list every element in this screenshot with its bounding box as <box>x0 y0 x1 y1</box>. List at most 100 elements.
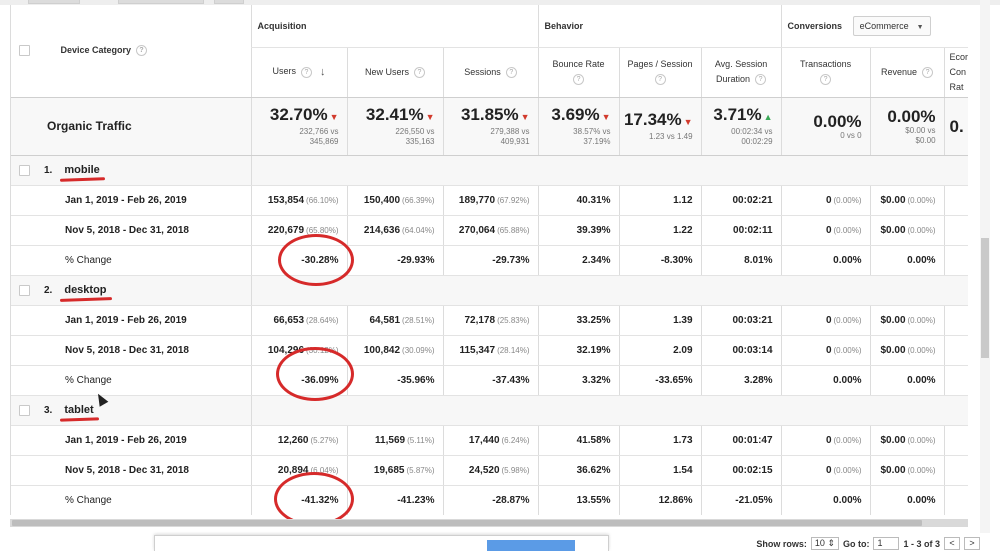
group-number: 3. <box>44 405 53 416</box>
horizontal-scrollbar[interactable] <box>10 519 968 527</box>
cell-value: 0 <box>825 434 832 446</box>
top-tab[interactable] <box>118 0 204 4</box>
group-link-desktop[interactable]: desktop <box>60 284 113 302</box>
cell-transactions: 0 (0.00%) <box>780 455 871 486</box>
cell-pct: (65.80%) <box>306 225 339 235</box>
cell-pct: (6.04%) <box>310 465 339 475</box>
column-transactions[interactable]: Transactions? <box>780 47 871 98</box>
help-icon[interactable]: ? <box>505 66 517 78</box>
cell-new-users: 11,569 (5.11%) <box>346 425 443 456</box>
top-tab[interactable] <box>214 0 244 4</box>
scrollbar-thumb[interactable] <box>12 520 922 526</box>
group-link-mobile[interactable]: mobile <box>60 164 106 182</box>
prev-page-button[interactable]: < <box>944 537 960 550</box>
conversions-select[interactable]: eCommerce ▼ <box>852 15 931 36</box>
row-label: Jan 1, 2019 - Feb 26, 2019 <box>11 305 251 336</box>
column-new-users-label: New Users <box>364 66 409 77</box>
cell-value: 0 <box>825 344 832 356</box>
next-page-button[interactable]: > <box>964 537 980 550</box>
column-pages-session-label: Pages / Session <box>627 59 693 69</box>
cell-sessions: -37.43% <box>442 365 539 396</box>
cell-value: 0 <box>825 314 832 326</box>
column-avg-session-label-2: Duration <box>716 74 751 84</box>
column-new-users[interactable]: New Users? <box>346 47 443 98</box>
group-link-tablet[interactable]: tablet <box>60 404 100 422</box>
show-rows-select[interactable]: 10 ⇕ <box>810 537 839 550</box>
table-row: Nov 5, 2018 - Dec 31, 2018 20,894 (6.04%)… <box>11 455 968 486</box>
help-icon[interactable]: ? <box>922 66 934 78</box>
column-sessions[interactable]: Sessions? <box>442 47 539 98</box>
summary-compare: 335,163 <box>405 137 435 146</box>
column-bounce-rate[interactable]: Bounce Rate? <box>537 47 620 98</box>
column-ecommerce-conv[interactable]: Ecor Con Rat <box>943 47 968 98</box>
cell-bounce: 2.34% <box>537 245 620 276</box>
cell-pct: (30.12%) <box>306 345 339 355</box>
group-row-tablet[interactable]: 3. tablet <box>11 395 968 426</box>
table-row: Jan 1, 2019 - Feb 26, 2019 153,854 (66.10… <box>11 185 968 216</box>
column-revenue[interactable]: Revenue? <box>869 47 945 98</box>
group-row-mobile[interactable]: 1. mobile <box>11 155 968 186</box>
summary-compare: $0.00 vs <box>905 125 936 135</box>
sort-down-icon[interactable]: ↓ <box>320 65 326 78</box>
group-row-desktop[interactable]: 2. desktop <box>11 275 968 306</box>
cell-bounce: 41.58% <box>537 425 620 456</box>
cell-new-users: 64,581 (28.51%) <box>346 305 443 336</box>
cell-value: 0 <box>825 194 832 206</box>
column-ecom-label-2: Con <box>949 66 967 77</box>
down-arrow-icon: ▼ <box>329 112 339 122</box>
cell-new-users: -41.23% <box>346 485 443 515</box>
up-arrow-icon: ▲ <box>763 112 773 122</box>
summary-ecom: 0. <box>943 97 968 156</box>
column-users[interactable]: Users? ↓ <box>250 47 347 98</box>
cell-users: 66,653 (28.64%) <box>250 305 347 336</box>
cell-ecom <box>943 245 968 276</box>
row-label: Nov 5, 2018 - Dec 31, 2018 <box>11 335 251 366</box>
cell-value: 214,636 <box>363 224 401 236</box>
help-icon[interactable]: ? <box>136 45 148 57</box>
select-all-checkbox[interactable] <box>19 45 30 57</box>
pagination: Show rows: 10 ⇕ Go to: 1 1 - 3 of 3 < > <box>756 536 980 551</box>
cell-ecom <box>943 455 968 486</box>
summary-compare: 345,869 <box>309 137 339 146</box>
cell-bounce: 39.39% <box>537 215 620 246</box>
panel-button[interactable] <box>487 540 575 551</box>
cell-pct: (0.00%) <box>907 315 936 325</box>
table-row-change: % Change -41.32% -41.23% -28.87% 13.55% … <box>11 485 968 515</box>
cell-value: $0.00 <box>880 344 906 356</box>
help-icon[interactable]: ? <box>755 74 767 86</box>
group-cell <box>347 275 968 306</box>
vertical-scrollbar[interactable] <box>980 0 990 551</box>
row-checkbox[interactable] <box>19 284 30 296</box>
help-icon[interactable]: ? <box>301 66 312 78</box>
behavior-group: Behavior <box>537 5 782 48</box>
cell-new-users: -29.93% <box>346 245 443 276</box>
cell-duration: 00:02:15 <box>700 455 782 486</box>
summary-new-users: 32.41% ▼ 226,550 vs 335,163 <box>346 97 443 156</box>
top-tab[interactable] <box>28 0 80 4</box>
cell-value: 150,400 <box>363 194 401 206</box>
summary-compare: 37.19% <box>583 137 611 146</box>
cell-pages: -33.65% <box>618 365 702 396</box>
help-icon[interactable]: ? <box>654 74 666 86</box>
goto-input[interactable]: 1 <box>873 537 900 550</box>
help-icon[interactable]: ? <box>573 74 585 86</box>
column-pages-session[interactable]: Pages / Session? <box>618 47 702 98</box>
column-avg-session[interactable]: Avg. Session Duration? <box>700 47 782 98</box>
cell-bounce: 13.55% <box>537 485 620 515</box>
cell-pct: (65.88%) <box>497 225 530 235</box>
scrollbar-thumb[interactable] <box>981 238 989 358</box>
cell-transactions: 0 (0.00%) <box>780 305 871 336</box>
cell-value: 66,653 <box>273 314 305 326</box>
conversions-label: Conversions <box>787 20 843 31</box>
group-cell <box>250 395 347 426</box>
cell-sessions: 115,347 (28.14%) <box>442 335 539 366</box>
summary-avg-duration: 3.71% ▲ 00:02:34 vs 00:02:29 <box>700 97 782 156</box>
row-checkbox[interactable] <box>19 404 30 416</box>
device-category-header[interactable]: Device Category? <box>33 45 148 57</box>
goto-label: Go to: <box>842 538 870 549</box>
row-checkbox[interactable] <box>19 164 30 176</box>
help-icon[interactable]: ? <box>414 66 425 78</box>
cell-bounce: 36.62% <box>537 455 620 486</box>
help-icon[interactable]: ? <box>820 74 832 86</box>
row-label: % Change <box>11 365 251 396</box>
